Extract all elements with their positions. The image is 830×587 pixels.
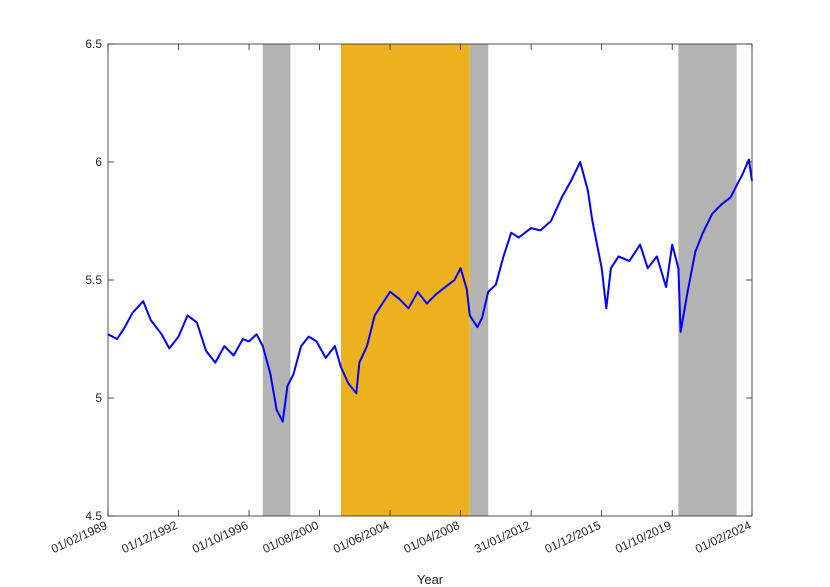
x-axis-title: Year [417, 572, 444, 587]
y-tick-label: 5.5 [85, 273, 102, 287]
y-tick-label: 4.5 [85, 509, 102, 523]
shaded-period-4 [678, 44, 737, 516]
y-tick-label: 5 [95, 391, 102, 405]
y-axis: 4.5 5 5.5 6 6.5 [85, 37, 752, 523]
shaded-period-2 [341, 44, 470, 516]
shaded-periods [262, 44, 737, 516]
y-tick-label: 6 [95, 155, 102, 169]
shaded-period-1 [262, 44, 291, 516]
series-line-1 [107, 158, 753, 423]
shaded-period-3 [469, 44, 489, 516]
series-layer [107, 158, 753, 423]
y-tick-label: 6.5 [85, 37, 102, 51]
